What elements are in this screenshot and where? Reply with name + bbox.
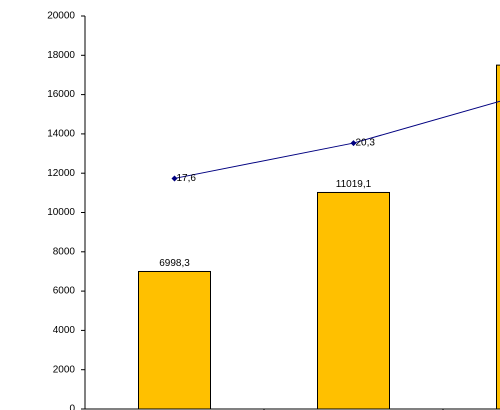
y-tick-label: 8000 (53, 246, 76, 257)
line-label: 17,6 (177, 173, 197, 184)
line-marker (350, 140, 357, 147)
bar (138, 270, 211, 410)
y-tick-label: 18000 (47, 50, 75, 61)
y-tick-label: 10000 (47, 207, 75, 218)
bar-label: 11019,1 (336, 179, 372, 190)
bar (317, 191, 390, 410)
line (174, 100, 500, 179)
y-tick-label: 16000 (47, 89, 75, 100)
y-tick-label: 12000 (47, 168, 75, 179)
y-tick-label: 0 (69, 404, 75, 410)
line-label: 20,3 (356, 138, 376, 149)
line-marker (171, 175, 178, 182)
y-tick-label: 14000 (47, 129, 75, 140)
bar-label: 6998,3 (159, 258, 190, 269)
y-tick-label: 4000 (53, 325, 76, 336)
y-tick-label: 2000 (53, 364, 76, 375)
y-tick-label: 6000 (53, 286, 76, 297)
y-tick-label: 20000 (47, 11, 75, 22)
bar (496, 64, 500, 410)
